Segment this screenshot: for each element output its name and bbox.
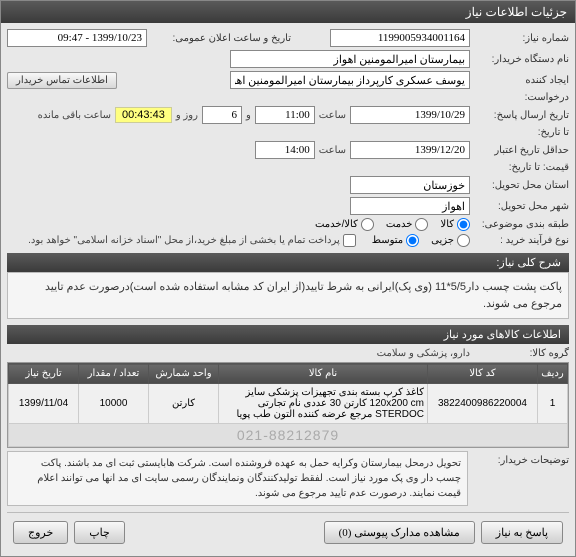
label-package: طبقه بندی موضوعی: bbox=[474, 219, 569, 230]
answer-hour-field[interactable] bbox=[255, 106, 315, 124]
form-content: شماره نیاز: تاریخ و ساعت اعلان عمومی: نا… bbox=[1, 23, 575, 556]
items-table: ردیف کد کالا نام کالا واحد شمارش تعداد /… bbox=[8, 363, 568, 447]
buyer-org-field[interactable] bbox=[230, 50, 470, 68]
section-main-title: شرح کلی نیاز: bbox=[7, 253, 569, 272]
reply-button[interactable]: پاسخ به نیاز bbox=[481, 521, 563, 544]
radio-goods[interactable]: کالا bbox=[440, 218, 470, 231]
label-validity: حداقل تاریخ اعتبار bbox=[474, 145, 569, 156]
answer-date-field[interactable] bbox=[350, 106, 470, 124]
th-unit: واحد شمارش bbox=[149, 364, 219, 384]
radio-service[interactable]: خدمت bbox=[386, 218, 429, 231]
label-request: درخواست: bbox=[474, 92, 569, 103]
label-province: استان محل تحویل: bbox=[474, 180, 569, 191]
package-radio-group: کالا خدمت کالا/خدمت bbox=[315, 218, 470, 231]
label-hour1: ساعت bbox=[319, 110, 346, 121]
label-buyer-org: نام دستگاه خریدار: bbox=[474, 54, 569, 65]
section-items-title: اطلاعات کالاهای مورد نیاز bbox=[7, 325, 569, 344]
cell-name: کاغذ کرپ بسته بندی تجهیزات پزشکی سایز 12… bbox=[219, 384, 428, 424]
cell-qty: 10000 bbox=[79, 384, 149, 424]
label-process: نوع فرآیند خرید : bbox=[474, 235, 569, 246]
cell-code: 3822400986220004 bbox=[428, 384, 538, 424]
table-row[interactable]: 1 3822400986220004 کاغذ کرپ بسته بندی تج… bbox=[9, 384, 568, 424]
th-row: ردیف bbox=[538, 364, 568, 384]
label-price-to: قیمت: تا تاریخ: bbox=[474, 162, 569, 173]
label-hour2: ساعت bbox=[319, 145, 346, 156]
window: جزئیات اطلاعات نیاز شماره نیاز: تاریخ و … bbox=[0, 0, 576, 557]
province-field[interactable] bbox=[350, 176, 470, 194]
watermark-row: 021-88212879 bbox=[9, 424, 568, 447]
radio-low[interactable]: جزیی bbox=[431, 234, 470, 247]
radio-med[interactable]: متوسط bbox=[372, 234, 419, 247]
radio-goods-service[interactable]: کالا/خدمت bbox=[315, 218, 374, 231]
need-no-field[interactable] bbox=[330, 29, 470, 47]
th-name: نام کالا bbox=[219, 364, 428, 384]
print-button[interactable]: چاپ bbox=[74, 521, 125, 544]
cell-date: 1399/11/04 bbox=[9, 384, 79, 424]
th-date: تاریخ نیاز bbox=[9, 364, 79, 384]
label-to-date: تا تاریخ: bbox=[474, 127, 569, 138]
cell-unit: کارتن bbox=[149, 384, 219, 424]
watermark-text: 021-88212879 bbox=[9, 424, 568, 447]
contact-buyer-button[interactable]: اطلاعات تماس خریدار bbox=[7, 72, 117, 89]
attachments-button[interactable]: مشاهده مدارک پیوستی (0) bbox=[324, 521, 475, 544]
days-left-field[interactable] bbox=[202, 106, 242, 124]
validity-hour-field[interactable] bbox=[255, 141, 315, 159]
label-and: و bbox=[246, 110, 251, 121]
label-need-no: شماره نیاز: bbox=[474, 33, 569, 44]
th-qty: تعداد / مقدار bbox=[79, 364, 149, 384]
cell-idx: 1 bbox=[538, 384, 568, 424]
treasury-checkbox[interactable]: پرداخت تمام یا بخشی از مبلغ خرید،از محل … bbox=[28, 234, 356, 247]
close-button[interactable]: خروج bbox=[13, 521, 68, 544]
city-field[interactable] bbox=[350, 197, 470, 215]
label-city: شهر محل تحویل: bbox=[474, 201, 569, 212]
items-table-wrap: ردیف کد کالا نام کالا واحد شمارش تعداد /… bbox=[7, 362, 569, 448]
th-code: کد کالا bbox=[428, 364, 538, 384]
group-value: دارو، پزشکی و سلامت bbox=[377, 348, 470, 359]
buyer-notes-text: تحویل درمحل بیمارستان وکرایه حمل به عهده… bbox=[7, 451, 468, 506]
label-creator: ایجاد کننده bbox=[474, 75, 569, 86]
label-days: روز و bbox=[176, 110, 198, 121]
label-group: گروه کالا: bbox=[474, 348, 569, 359]
creator-field[interactable] bbox=[230, 71, 470, 89]
label-public-time: تاریخ و ساعت اعلان عمومی: bbox=[151, 33, 291, 44]
footer-buttons: پاسخ به نیاز مشاهده مدارک پیوستی (0) چاپ… bbox=[7, 512, 569, 550]
validity-date-field[interactable] bbox=[350, 141, 470, 159]
titlebar: جزئیات اطلاعات نیاز bbox=[1, 1, 575, 23]
public-time-field[interactable] bbox=[7, 29, 147, 47]
label-answer-from: تاریخ ارسال پاسخ: bbox=[474, 110, 569, 121]
label-remaining: ساعت باقی مانده bbox=[38, 110, 111, 121]
process-radio-group: جزیی متوسط bbox=[372, 234, 470, 247]
main-description: پاکت پشت چسب دار5/5*11 (وی پک)ایرانی به … bbox=[7, 272, 569, 319]
time-remaining: 00:43:43 bbox=[115, 107, 172, 123]
label-buyer-notes: توضیحات خریدار: bbox=[474, 451, 569, 466]
